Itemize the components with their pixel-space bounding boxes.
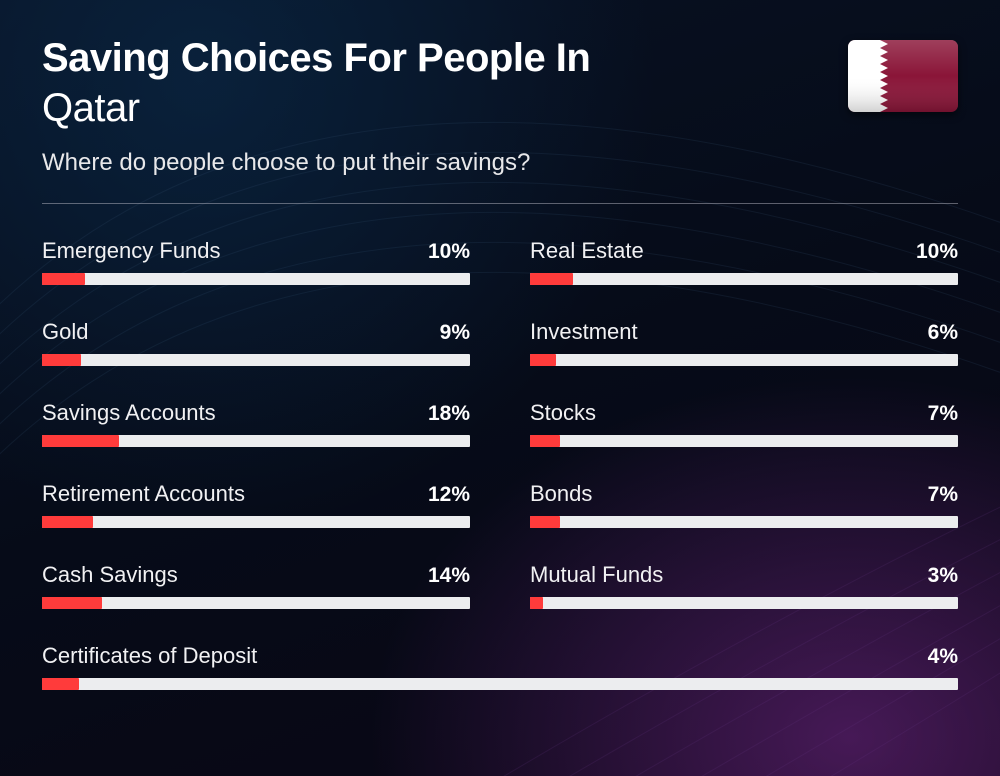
bar-item: Mutual Funds 3%	[530, 562, 958, 609]
bar-item-head: Savings Accounts 18%	[42, 400, 470, 426]
bar-item-label: Investment	[530, 319, 638, 345]
bar-item-value: 18%	[428, 402, 470, 426]
bar-item: Emergency Funds 10%	[42, 238, 470, 285]
bar-track	[530, 273, 958, 285]
bar-fill	[530, 435, 560, 447]
bar-item-label: Retirement Accounts	[42, 481, 245, 507]
bar-item-value: 4%	[928, 645, 958, 669]
bar-item: Gold 9%	[42, 319, 470, 366]
bar-item: Savings Accounts 18%	[42, 400, 470, 447]
bar-item: Cash Savings 14%	[42, 562, 470, 609]
bar-fill	[530, 516, 560, 528]
bar-item: Stocks 7%	[530, 400, 958, 447]
subtitle: Where do people choose to put their savi…	[42, 149, 848, 177]
bar-track	[42, 678, 958, 690]
bar-item-label: Emergency Funds	[42, 238, 221, 264]
bar-fill	[42, 516, 93, 528]
bars-grid: Emergency Funds 10% Real Estate 10% Gold 9% In…	[42, 238, 958, 690]
bar-item-value: 12%	[428, 483, 470, 507]
bar-item: Certificates of Deposit 4%	[42, 643, 958, 690]
bar-item-head: Gold 9%	[42, 319, 470, 345]
bar-fill	[42, 354, 81, 366]
bar-item-head: Mutual Funds 3%	[530, 562, 958, 588]
bar-item-value: 3%	[928, 564, 958, 588]
content-wrap: Saving Choices For People In Qatar Where…	[0, 0, 1000, 720]
bar-item-head: Retirement Accounts 12%	[42, 481, 470, 507]
bar-item: Bonds 7%	[530, 481, 958, 528]
bar-fill	[530, 273, 573, 285]
bar-item-label: Cash Savings	[42, 562, 178, 588]
bar-fill	[42, 273, 85, 285]
bar-track	[42, 516, 470, 528]
titles: Saving Choices For People In Qatar Where…	[42, 36, 848, 177]
bar-track	[42, 273, 470, 285]
bar-item-label: Savings Accounts	[42, 400, 216, 426]
bar-item-value: 9%	[440, 321, 470, 345]
bar-fill	[42, 597, 102, 609]
qatar-flag-icon	[848, 40, 958, 112]
bar-item-value: 7%	[928, 402, 958, 426]
header-row: Saving Choices For People In Qatar Where…	[42, 36, 958, 177]
bar-item-head: Real Estate 10%	[530, 238, 958, 264]
bar-item-value: 10%	[428, 240, 470, 264]
bar-fill	[42, 435, 119, 447]
bar-item-value: 10%	[916, 240, 958, 264]
divider	[42, 203, 958, 204]
bar-item: Real Estate 10%	[530, 238, 958, 285]
bar-item-value: 14%	[428, 564, 470, 588]
bar-item-label: Gold	[42, 319, 88, 345]
main-title: Saving Choices For People In	[42, 36, 848, 80]
bar-track	[42, 435, 470, 447]
bar-item-label: Bonds	[530, 481, 592, 507]
bar-item-head: Cash Savings 14%	[42, 562, 470, 588]
bar-item-head: Emergency Funds 10%	[42, 238, 470, 264]
bar-item-label: Stocks	[530, 400, 596, 426]
bar-fill	[530, 354, 556, 366]
bar-item-head: Stocks 7%	[530, 400, 958, 426]
bar-item-label: Mutual Funds	[530, 562, 663, 588]
bar-item-value: 7%	[928, 483, 958, 507]
bar-track	[530, 597, 958, 609]
country-name: Qatar	[42, 86, 848, 131]
bar-fill	[530, 597, 543, 609]
bar-item-label: Certificates of Deposit	[42, 643, 257, 669]
bar-item-head: Certificates of Deposit 4%	[42, 643, 958, 669]
bar-item: Investment 6%	[530, 319, 958, 366]
bar-item-label: Real Estate	[530, 238, 644, 264]
bar-item-head: Bonds 7%	[530, 481, 958, 507]
bar-item-value: 6%	[928, 321, 958, 345]
bar-track	[530, 516, 958, 528]
bar-track	[42, 354, 470, 366]
bar-item: Retirement Accounts 12%	[42, 481, 470, 528]
bar-track	[530, 435, 958, 447]
bar-fill	[42, 678, 79, 690]
bar-track	[530, 354, 958, 366]
bar-track	[42, 597, 470, 609]
bar-item-head: Investment 6%	[530, 319, 958, 345]
